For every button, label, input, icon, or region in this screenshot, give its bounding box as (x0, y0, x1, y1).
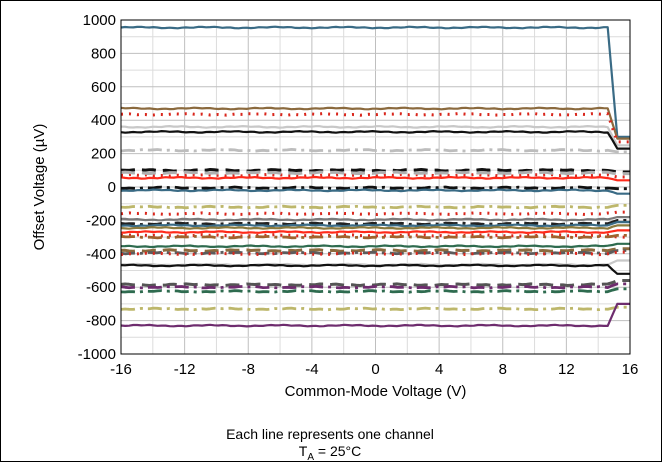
series-line (120, 204, 630, 210)
series-line (120, 250, 630, 257)
caption-t: T (298, 443, 308, 459)
series-line (120, 173, 630, 179)
series-line (120, 305, 630, 312)
series-line (120, 125, 630, 147)
series-line (120, 25, 630, 138)
series-line (121, 229, 630, 234)
series-line (120, 130, 630, 150)
x-tick-label: -16 (110, 361, 132, 378)
plot-area-border (120, 19, 631, 355)
x-tick-label: -4 (305, 361, 318, 378)
series-line (120, 106, 630, 140)
y-tick-label: 800 (91, 45, 116, 62)
x-axis-label: Common-Mode Voltage (V) (285, 383, 467, 400)
series-line (120, 210, 630, 216)
caption-t-sub: A (307, 451, 314, 463)
series-line (120, 219, 630, 226)
series-line (120, 282, 630, 290)
y-tick-label: 0 (108, 179, 116, 196)
series-line (120, 247, 630, 253)
series-line (120, 287, 630, 294)
caption-t-rest: = 25°C (313, 443, 362, 459)
x-tick-label: 16 (622, 361, 639, 378)
series-line (120, 224, 630, 230)
y-tick-label: -1000 (78, 346, 116, 363)
series-group (120, 25, 630, 328)
y-axis-label: Offset Voltage (µV) (31, 124, 48, 251)
series-line (120, 263, 630, 275)
y-tick-label: 400 (91, 112, 116, 129)
x-tick-label: 12 (558, 361, 575, 378)
y-tick-label: -200 (86, 212, 116, 229)
x-tick-label: 0 (371, 361, 379, 378)
tick-labels: -16 -12 -8 -4 0 4 8 12 16 1000 800 600 400 200 0 -200 -4… (78, 12, 639, 378)
y-tick-label: -800 (86, 313, 116, 330)
series-line (120, 242, 630, 249)
y-tick-label: 200 (91, 146, 116, 163)
series-line (120, 148, 630, 154)
series-line (120, 170, 630, 176)
y-tick-label: 1000 (83, 12, 116, 29)
x-tick-label: -8 (242, 361, 255, 378)
caption-line: Each line represents one channel (226, 426, 434, 442)
series-line (120, 112, 630, 144)
series-line (120, 221, 630, 228)
x-tick-label: -12 (174, 361, 196, 378)
y-tick-label: 600 (91, 79, 116, 96)
series-line (120, 234, 630, 240)
x-tick-label: 8 (499, 361, 507, 378)
y-tick-label: -400 (86, 246, 116, 263)
series-line (120, 175, 630, 182)
caption-temperature: TA = 25°C (0, 443, 660, 463)
series-line (120, 216, 630, 222)
x-tick-label: 4 (435, 361, 443, 378)
series-line (120, 188, 630, 195)
series-line (120, 302, 630, 328)
series-line (121, 185, 630, 191)
y-tick-label: -600 (86, 279, 116, 296)
